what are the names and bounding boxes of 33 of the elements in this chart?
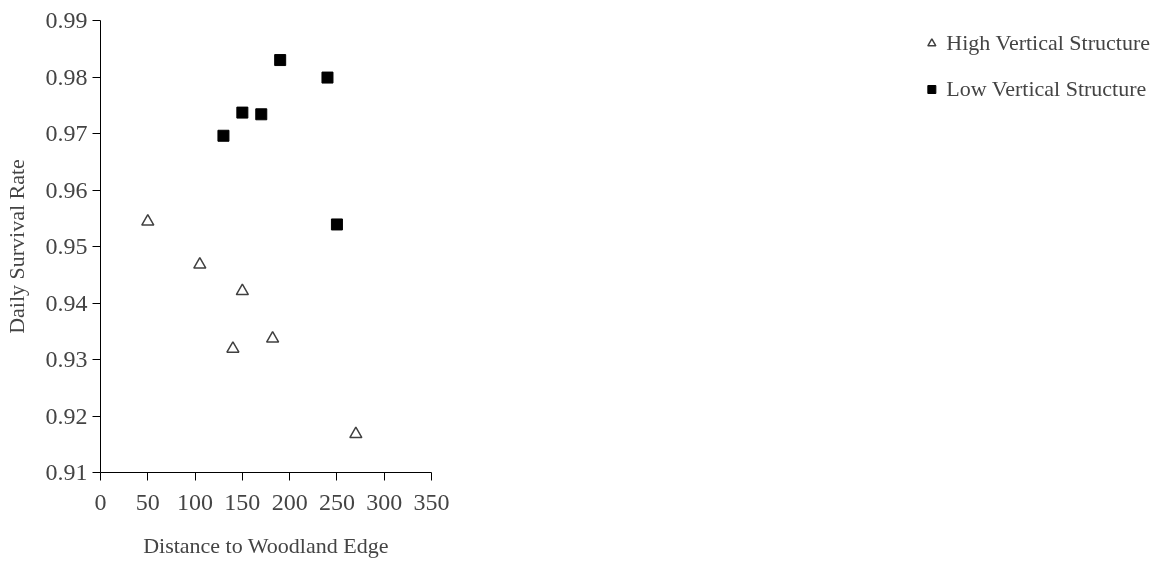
point — [193, 256, 207, 269]
y-axis-title: Daily Survival Rate — [3, 159, 29, 334]
point — [255, 108, 268, 121]
point — [141, 213, 155, 226]
x-tick-label: 0 — [94, 488, 107, 515]
x-tick-label: 100 — [177, 488, 214, 515]
x-tick-label: 350 — [413, 488, 450, 515]
y-tick-label: 0.95 — [45, 233, 88, 259]
legend-label: High Vertical Structure — [946, 30, 1150, 56]
point — [236, 106, 249, 119]
point — [265, 330, 280, 343]
point — [274, 54, 287, 67]
x-tick-label: 250 — [318, 488, 355, 515]
point — [349, 426, 363, 439]
x-tick-label: 150 — [224, 488, 261, 515]
y-tick-label: 0.96 — [45, 176, 88, 203]
y-tick-label: 0.92 — [45, 402, 88, 429]
x-tick-label: 200 — [271, 488, 308, 515]
y-tick-label: 0.94 — [45, 289, 88, 316]
y-tick-label: 0.93 — [45, 346, 88, 372]
y-tick-label: 0.91 — [45, 459, 88, 485]
point — [321, 71, 334, 84]
y-tick-label: 0.98 — [45, 63, 88, 90]
x-axis-title: Distance to Woodland Edge — [143, 532, 389, 558]
point — [217, 129, 230, 142]
y-tick-label: 0.99 — [45, 7, 88, 33]
point — [226, 341, 240, 353]
y-tick-label: 0.97 — [45, 120, 88, 146]
legend-label: Low Vertical Structure — [946, 76, 1147, 102]
point — [330, 218, 343, 231]
x-tick-label: 300 — [366, 488, 403, 515]
point — [235, 283, 250, 296]
x-tick-label: 50 — [135, 488, 160, 515]
